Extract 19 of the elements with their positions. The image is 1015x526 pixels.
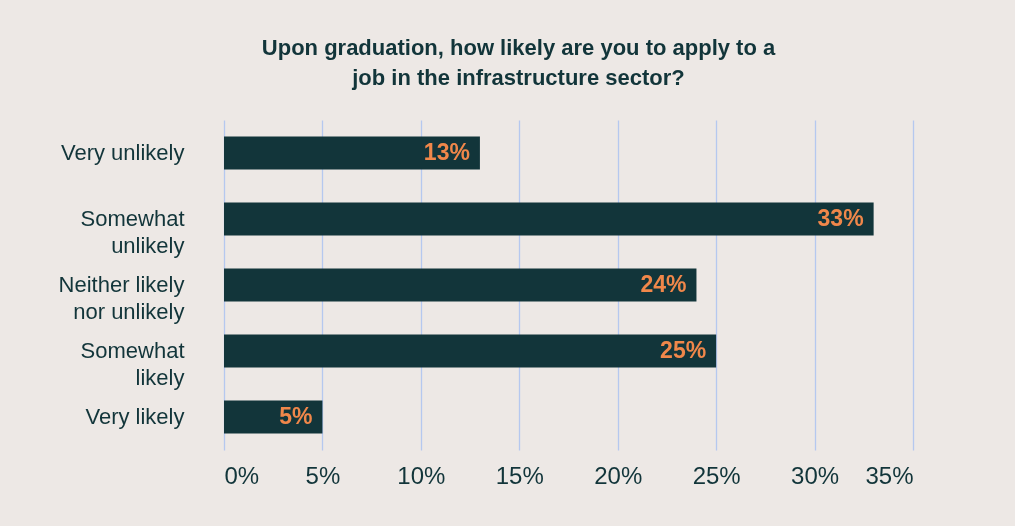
y-tick-label: Somewhat likely: [80, 338, 185, 390]
x-tick-label: 20%: [594, 461, 643, 489]
x-tick-label: 0%: [224, 461, 260, 489]
y-tick-label: Very unlikely: [60, 140, 185, 165]
data-label: 24%: [640, 271, 687, 297]
x-tick-label: 25%: [692, 461, 741, 489]
y-tick-label: Neither likely nor unlikely: [58, 272, 185, 324]
x-tick-label: 5%: [305, 461, 341, 489]
data-label: 25%: [660, 337, 707, 363]
x-tick-label: 30%: [791, 461, 840, 489]
chart-title: Upon graduation, how likely are you to apply to a job in the infrastructure sector?: [261, 35, 776, 90]
data-label: 5%: [279, 403, 313, 429]
x-tick-label: 35%: [865, 461, 914, 489]
x-tick-label: 10%: [397, 461, 446, 489]
x-tick-label: 15%: [495, 461, 544, 489]
data-label: 33%: [817, 205, 864, 231]
y-tick-label: Somewhat unlikely: [80, 206, 185, 258]
data-label: 13%: [423, 139, 470, 165]
y-tick-label: Very likely: [85, 404, 185, 429]
